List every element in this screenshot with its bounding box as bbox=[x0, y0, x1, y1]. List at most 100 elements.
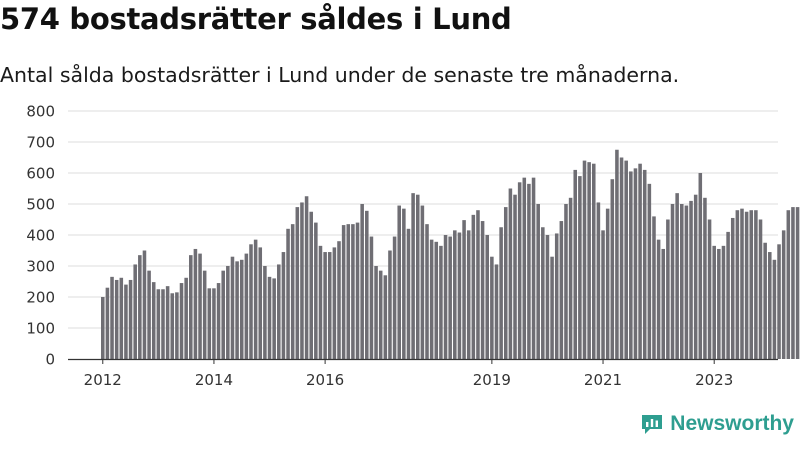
bar bbox=[735, 210, 740, 359]
bar bbox=[110, 276, 114, 359]
bar bbox=[693, 194, 698, 359]
bar bbox=[383, 275, 388, 359]
bar bbox=[698, 173, 703, 359]
bar bbox=[411, 193, 415, 359]
bar bbox=[777, 244, 781, 359]
bar bbox=[508, 188, 513, 359]
bar bbox=[480, 221, 485, 359]
bar bbox=[503, 207, 508, 359]
bar bbox=[147, 270, 151, 359]
bars bbox=[68, 149, 800, 361]
bar bbox=[703, 197, 707, 359]
bar bbox=[684, 205, 689, 359]
bar bbox=[550, 256, 554, 359]
bar bbox=[374, 266, 378, 359]
bar bbox=[420, 205, 425, 359]
bar bbox=[226, 266, 230, 359]
bar bbox=[554, 233, 559, 359]
bar bbox=[573, 169, 578, 359]
bar bbox=[161, 289, 165, 359]
bar bbox=[541, 227, 545, 359]
bar bbox=[536, 204, 540, 359]
bar bbox=[105, 287, 110, 359]
bar bbox=[517, 182, 522, 359]
x-tick-label: 2019 bbox=[473, 371, 511, 389]
bar bbox=[170, 293, 175, 359]
chart-subtitle: Antal sålda bostadsrätter i Lund under d… bbox=[0, 63, 680, 87]
x-tick-label: 2016 bbox=[306, 371, 344, 389]
bar bbox=[633, 168, 638, 359]
bar bbox=[327, 252, 332, 359]
bar bbox=[300, 202, 304, 359]
bar bbox=[272, 278, 276, 359]
bar bbox=[587, 162, 591, 359]
bar bbox=[754, 210, 758, 359]
bar bbox=[290, 224, 295, 359]
bar bbox=[642, 169, 647, 359]
bar bbox=[647, 183, 652, 359]
bar bbox=[680, 204, 684, 359]
bar bbox=[230, 256, 235, 359]
bar bbox=[378, 270, 383, 359]
bar bbox=[341, 225, 346, 359]
bar bbox=[184, 277, 188, 359]
bar bbox=[425, 224, 429, 359]
x-tick-label: 2014 bbox=[195, 371, 233, 389]
bar bbox=[652, 216, 656, 359]
bar bbox=[717, 248, 721, 359]
bar bbox=[212, 288, 216, 359]
bar bbox=[332, 247, 337, 359]
bar bbox=[415, 194, 420, 359]
bar bbox=[624, 160, 628, 359]
y-tick-label: 800 bbox=[26, 103, 55, 121]
y-tick-label: 600 bbox=[26, 165, 55, 183]
bar bbox=[466, 230, 471, 359]
bar bbox=[239, 259, 244, 359]
bar bbox=[267, 276, 272, 359]
bar bbox=[151, 282, 156, 359]
newsworthy-logo-icon bbox=[642, 415, 663, 434]
bar bbox=[513, 194, 517, 359]
bar bbox=[165, 286, 170, 359]
bar bbox=[351, 224, 355, 359]
bar bbox=[629, 171, 633, 359]
y-tick-label: 200 bbox=[26, 289, 55, 307]
y-tick-label: 500 bbox=[26, 196, 55, 214]
bar bbox=[707, 219, 712, 359]
bar bbox=[545, 235, 550, 359]
y-axis-ticks: 0 100 200 300 400 500 600 700 800 bbox=[26, 103, 55, 369]
bar bbox=[490, 256, 494, 359]
bar bbox=[202, 270, 207, 359]
bar bbox=[619, 157, 624, 359]
bar bbox=[314, 222, 318, 359]
bar bbox=[249, 244, 253, 359]
bar bbox=[198, 253, 202, 359]
bar bbox=[365, 210, 369, 359]
bar bbox=[337, 241, 341, 359]
bar bbox=[304, 196, 309, 359]
bar bbox=[605, 208, 610, 359]
bar bbox=[392, 236, 397, 359]
bar bbox=[429, 239, 434, 359]
bar bbox=[128, 279, 133, 359]
bar bbox=[615, 149, 619, 359]
bar bbox=[744, 211, 749, 359]
bar bbox=[661, 248, 666, 359]
bar bbox=[591, 163, 596, 359]
newsworthy-brand: Newsworthy bbox=[640, 412, 794, 436]
bar bbox=[295, 207, 300, 359]
bar bbox=[443, 235, 448, 359]
brand-name: Newsworthy bbox=[670, 412, 794, 435]
bar bbox=[768, 252, 772, 359]
bar bbox=[781, 230, 786, 359]
bar bbox=[309, 211, 313, 359]
bar bbox=[758, 219, 763, 359]
bar bbox=[216, 283, 221, 359]
y-tick-label: 100 bbox=[26, 320, 55, 338]
bar bbox=[114, 279, 119, 359]
bar bbox=[244, 253, 249, 359]
bar bbox=[772, 259, 777, 359]
bar bbox=[448, 236, 452, 359]
bar bbox=[175, 292, 179, 359]
y-tick-label: 0 bbox=[45, 351, 55, 369]
